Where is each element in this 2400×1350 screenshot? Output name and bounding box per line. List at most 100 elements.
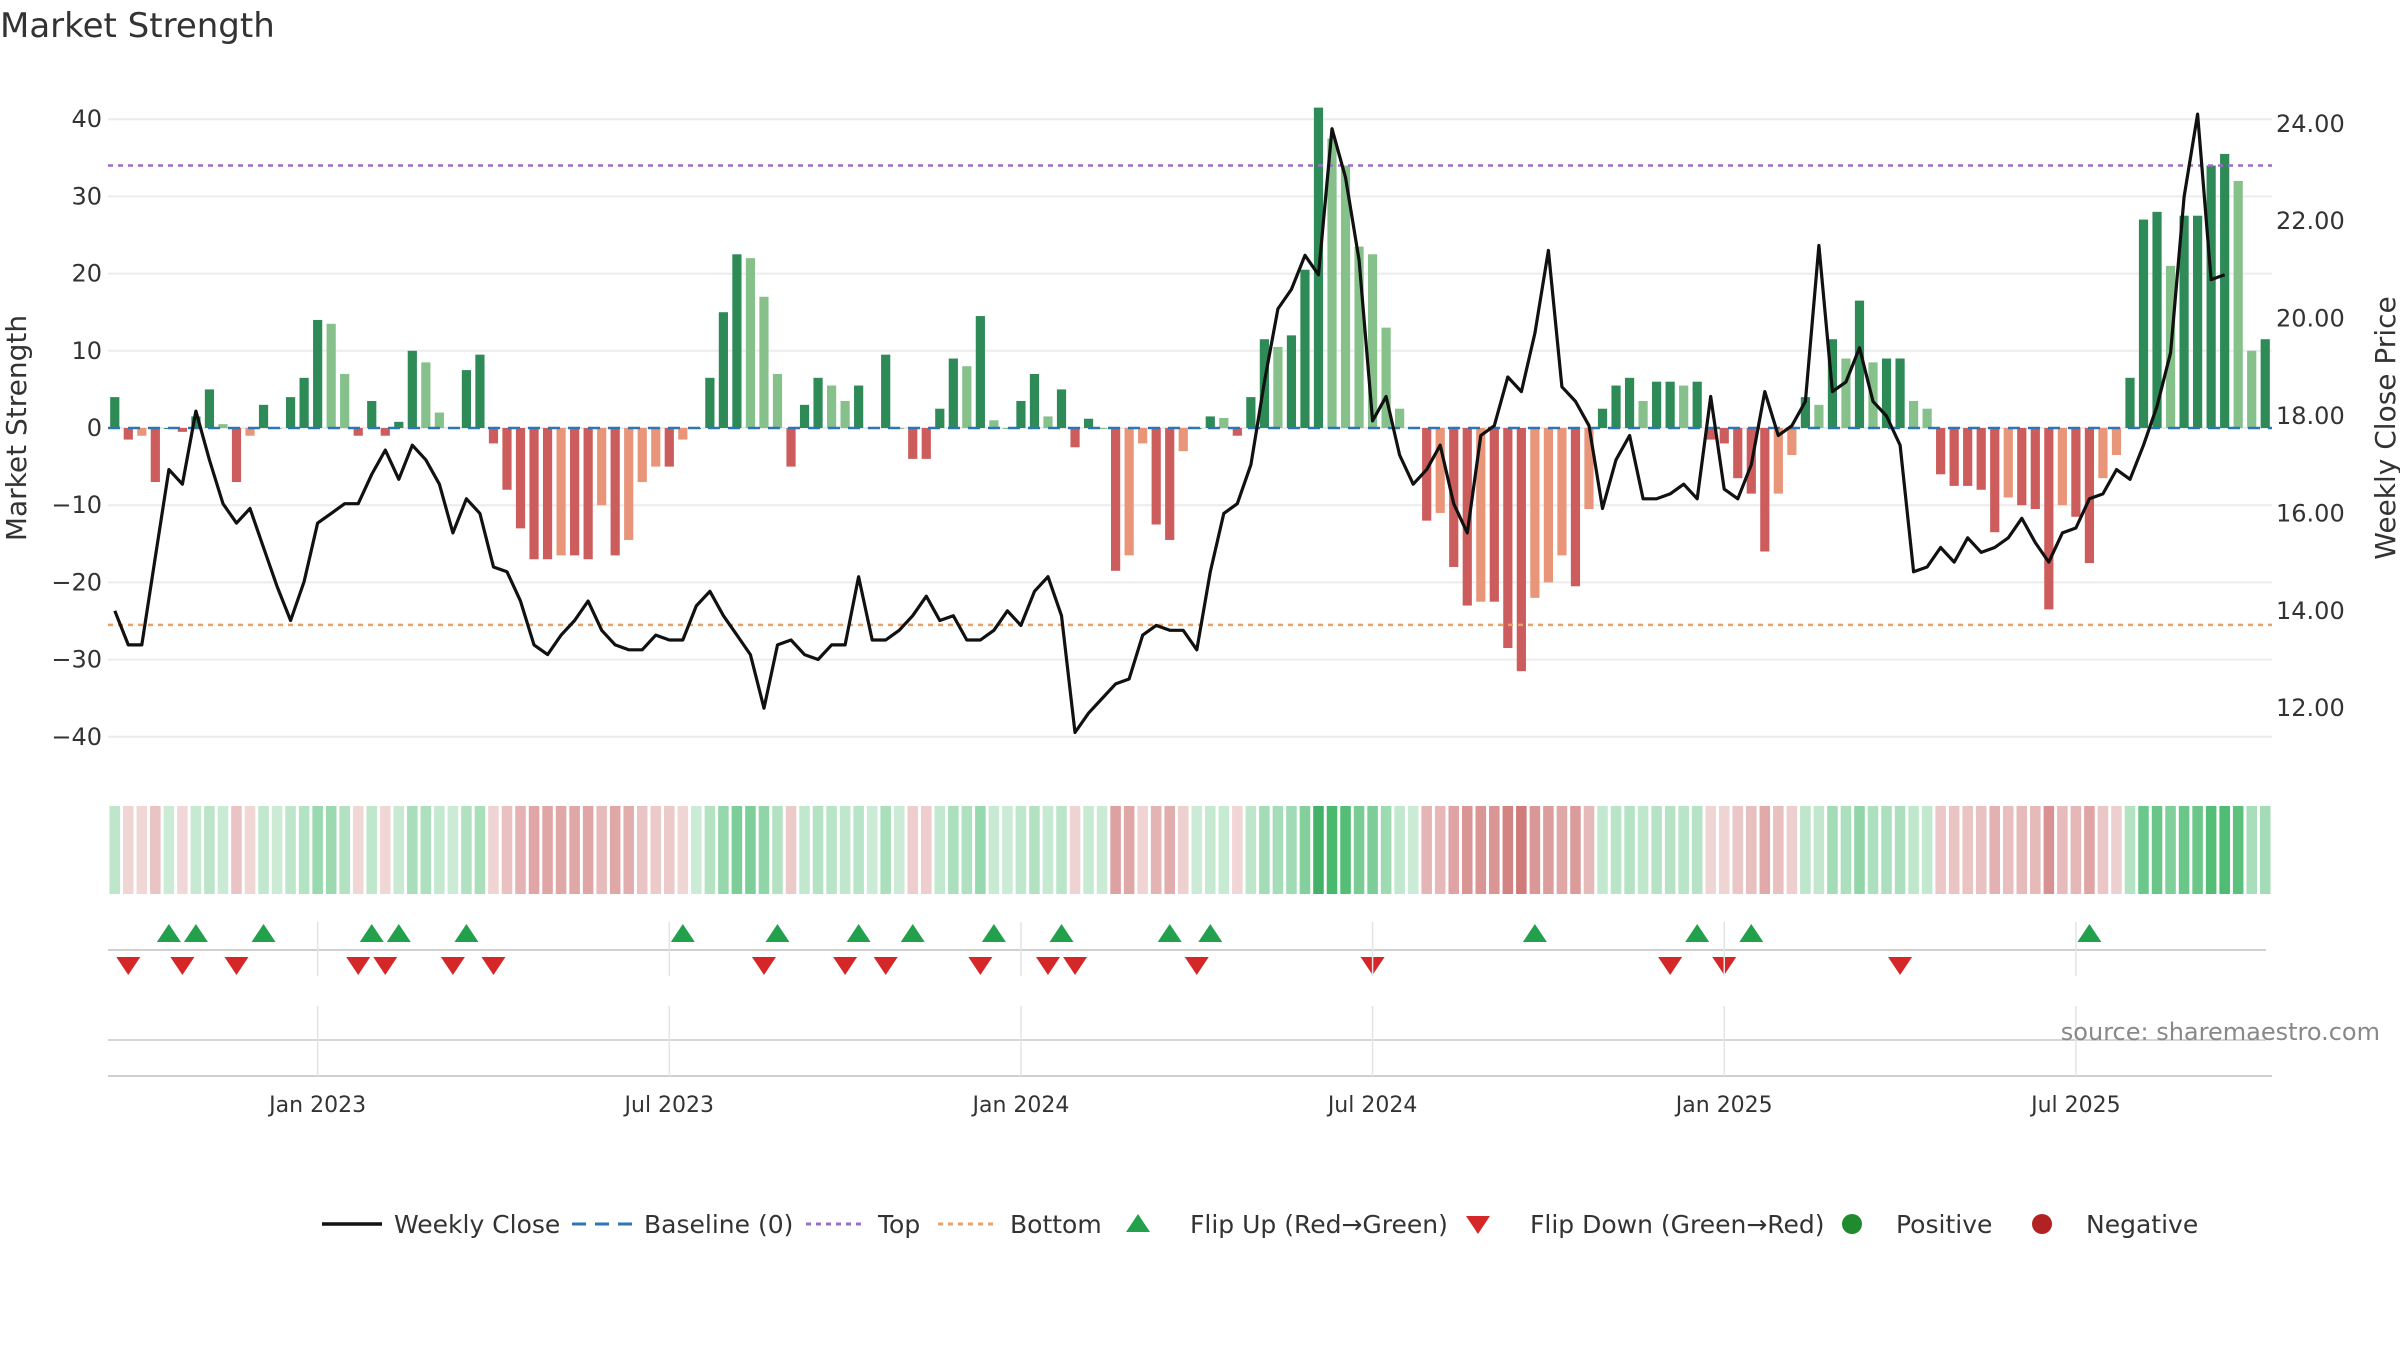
strength-bar xyxy=(1990,428,2000,533)
strength-bar xyxy=(664,428,674,467)
left-tick-label: −40 xyxy=(51,723,102,751)
strength-bar xyxy=(1854,300,1865,428)
flip-up-marker xyxy=(183,924,208,942)
heat-cell xyxy=(150,806,161,894)
strength-bar xyxy=(110,397,120,428)
strength-bar xyxy=(1232,428,1242,436)
heat-cell xyxy=(407,806,418,894)
heat-cell xyxy=(2124,806,2136,894)
heat-cell xyxy=(366,806,378,894)
heat-cell xyxy=(1191,806,1203,894)
strength-bar xyxy=(1138,428,1148,444)
x-tick-label: Jul 2023 xyxy=(623,1093,715,1118)
left-tick-label: 10 xyxy=(71,337,102,365)
source-note: source: sharemaestro.com xyxy=(2061,1018,2380,1046)
heat-cell xyxy=(596,806,607,894)
strength-bar xyxy=(1570,428,1581,587)
legend-swatch xyxy=(1466,1216,1490,1234)
strength-bar xyxy=(962,366,972,428)
heat-cell xyxy=(1461,806,1473,894)
heat-cell xyxy=(893,806,905,894)
heat-cell xyxy=(1705,806,1716,894)
heat-cell xyxy=(204,806,215,894)
strength-bar xyxy=(1151,428,1161,525)
heat-cell xyxy=(190,806,202,894)
right-tick-label: 16.00 xyxy=(2276,499,2345,527)
heat-cell xyxy=(1989,806,2001,894)
right-tick-label: 24.00 xyxy=(2276,110,2345,138)
strength-bar xyxy=(1530,428,1540,598)
heat-cell xyxy=(501,806,513,894)
strength-bar xyxy=(921,428,931,459)
heat-cell xyxy=(542,806,553,894)
flip-up-marker xyxy=(981,924,1006,942)
heat-cell xyxy=(1651,806,1662,894)
right-tick-label: 22.00 xyxy=(2276,207,2345,235)
heat-cell xyxy=(1827,806,1838,894)
strength-bar xyxy=(2084,428,2095,564)
left-axis-title: Market Strength xyxy=(0,315,33,541)
flip-up-marker xyxy=(156,924,181,942)
heat-cell xyxy=(799,806,810,894)
heat-cell xyxy=(1164,806,1175,894)
heat-cell xyxy=(1299,806,1311,894)
strength-bar xyxy=(2233,180,2243,428)
flip-up-marker xyxy=(454,924,479,942)
legend-label: Negative xyxy=(2086,1210,2198,1239)
flip-down-marker xyxy=(873,957,898,975)
flip-up-marker xyxy=(1522,924,1547,942)
strength-bar xyxy=(1543,428,1554,583)
strength-bar xyxy=(421,362,431,428)
flip-up-marker xyxy=(1049,924,1074,942)
strength-bar xyxy=(1773,428,1783,494)
heat-cell xyxy=(934,806,946,894)
strength-bar xyxy=(285,397,296,428)
heat-cell xyxy=(163,806,175,894)
strength-bar xyxy=(1300,269,1310,428)
strength-bar xyxy=(1963,428,1973,486)
flip-up-marker xyxy=(846,924,871,942)
heat-cell xyxy=(785,806,797,894)
strength-bar xyxy=(813,377,823,428)
strength-bar xyxy=(1097,428,1107,429)
strength-bars xyxy=(110,107,2270,672)
flip-down-marker xyxy=(224,957,249,975)
flip-down-marker xyxy=(170,957,195,975)
heat-cell xyxy=(1935,806,1946,894)
strength-bar xyxy=(1584,428,1594,510)
heat-cell xyxy=(623,806,634,894)
heat-cell xyxy=(718,806,729,894)
strength-bar xyxy=(637,428,647,483)
heat-cell xyxy=(731,806,743,894)
left-tick-label: 20 xyxy=(71,260,102,288)
x-tick-label: Jul 2024 xyxy=(1326,1093,1418,1118)
heat-cell xyxy=(812,806,824,894)
heat-cell xyxy=(1570,806,1581,894)
heat-cell xyxy=(420,806,432,894)
strength-bar xyxy=(1476,428,1486,602)
strength-bar xyxy=(1936,428,1946,475)
heat-cell xyxy=(1718,806,1730,894)
strength-bar xyxy=(1219,417,1229,428)
strength-bar xyxy=(772,373,783,428)
heat-cell xyxy=(1908,806,1919,894)
strength-bar xyxy=(2125,377,2135,428)
strength-bar xyxy=(2179,215,2189,428)
strength-bar xyxy=(1516,428,1526,672)
heat-cell xyxy=(1286,806,1297,894)
strength-bar xyxy=(624,428,634,540)
heat-cell xyxy=(1042,806,1054,894)
strength-bar xyxy=(1083,418,1094,428)
strength-bar xyxy=(1976,428,1986,490)
heat-cell xyxy=(2178,806,2190,894)
strength-bar xyxy=(2098,428,2108,479)
strength-bar xyxy=(231,428,242,483)
strength-bar xyxy=(1679,385,1689,428)
heat-cell xyxy=(258,806,269,894)
right-axis: 24.00 22.00 20.00 18.00 16.00 14.00 12.00 xyxy=(2276,110,2345,722)
heat-cell xyxy=(1583,806,1595,894)
right-tick-label: 12.00 xyxy=(2276,694,2345,722)
heat-cell xyxy=(1083,806,1094,894)
heat-cell xyxy=(1434,806,1446,894)
heat-cell xyxy=(907,806,919,894)
